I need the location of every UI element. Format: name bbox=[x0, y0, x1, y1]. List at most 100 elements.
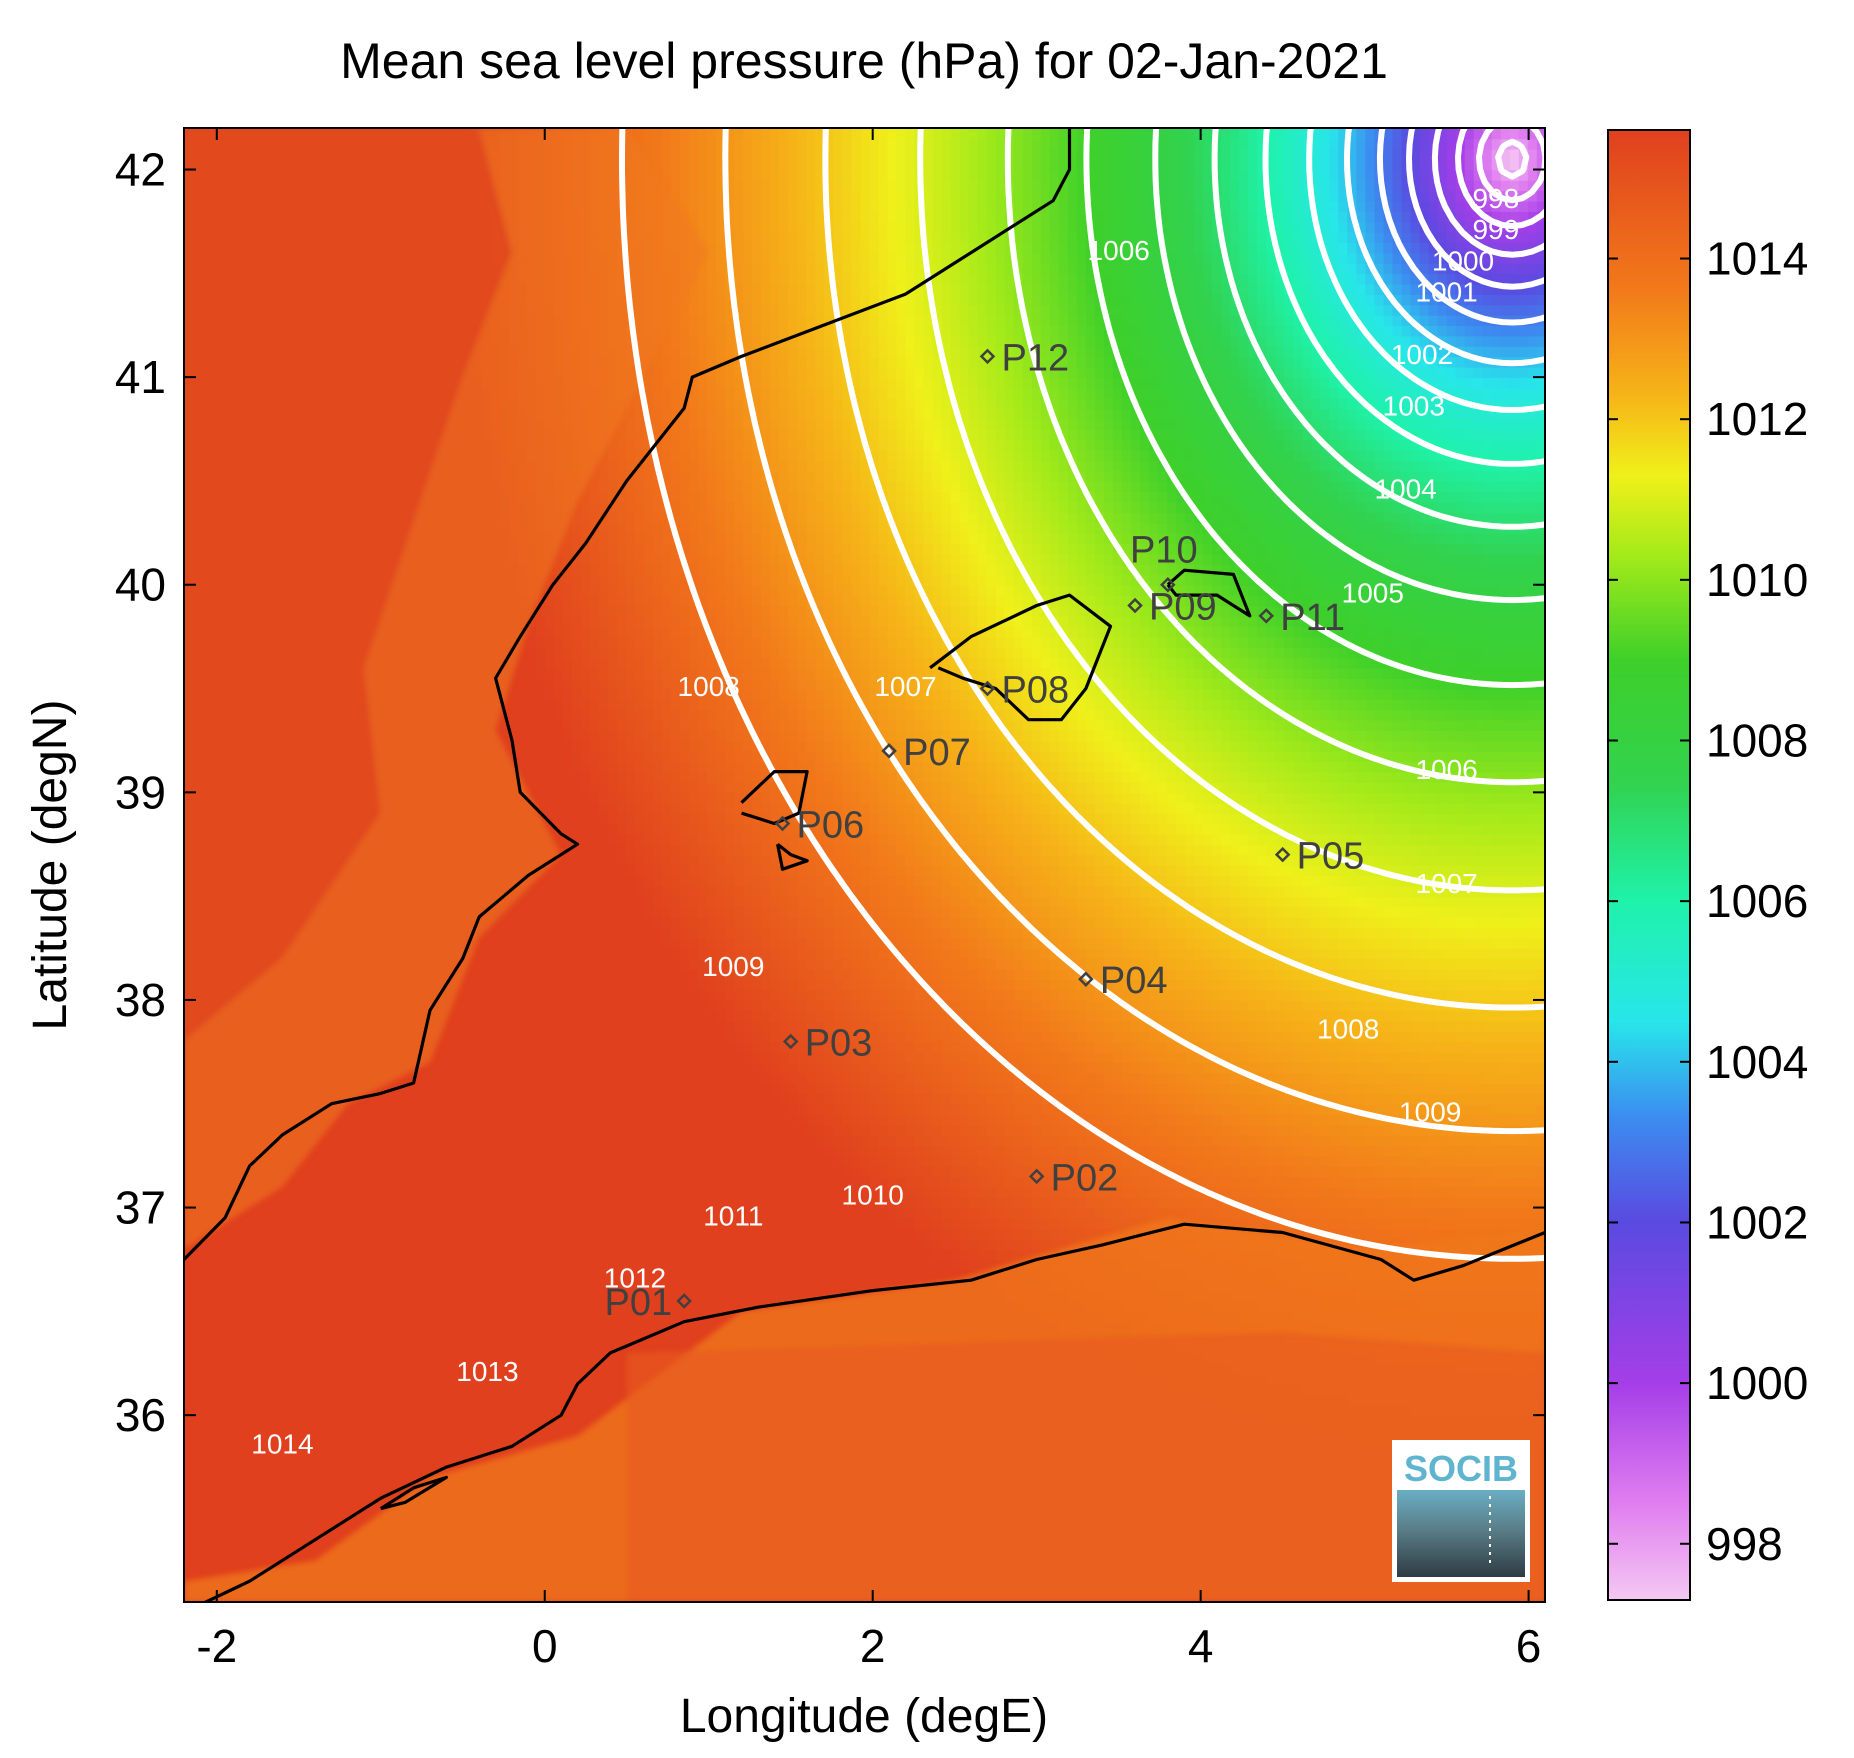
y-axis-label: Latitude (degN) bbox=[24, 700, 77, 1031]
isobar-label: 1007 bbox=[874, 671, 936, 702]
isobar-label: 1007 bbox=[1415, 868, 1477, 899]
colorbar: 998 1000 1002 1004 1006 1008 1010 1012 1014 bbox=[1607, 129, 1808, 1601]
station-p02: P02 bbox=[1028, 1157, 1119, 1199]
coastline-africa bbox=[202, 1222, 1545, 1602]
colorbar-tick-label: 1006 bbox=[1706, 875, 1808, 927]
x-tick-label: 4 bbox=[1188, 1620, 1214, 1672]
coastline-ibiza bbox=[740, 770, 809, 826]
colorbar-tick-label: 1004 bbox=[1706, 1036, 1808, 1088]
colorbar-tick-label: 1000 bbox=[1706, 1357, 1808, 1409]
coastline-iberia bbox=[184, 128, 1072, 1261]
isobar-label: 998 bbox=[1472, 183, 1519, 214]
station-label: P07 bbox=[903, 732, 971, 774]
isobar-label: 1003 bbox=[1383, 391, 1445, 422]
station-p10: P10 bbox=[1130, 530, 1198, 593]
isobar-label: 1013 bbox=[456, 1356, 518, 1387]
station-marker bbox=[1274, 846, 1291, 863]
isobar-label: 1008 bbox=[1317, 1013, 1379, 1044]
x-tick-label: 6 bbox=[1516, 1620, 1542, 1672]
isobar-999 bbox=[1476, 128, 1545, 204]
isobar-label: 1002 bbox=[1391, 339, 1453, 370]
socib-logo: SOCIB bbox=[1392, 1440, 1530, 1582]
isobars bbox=[619, 128, 1545, 1262]
isobar-label: 1000 bbox=[1432, 245, 1494, 276]
isobar-1012 bbox=[822, 128, 1545, 1011]
isobar-1008 bbox=[1152, 128, 1545, 604]
station-marker bbox=[1258, 608, 1275, 624]
y-tick-label: 42 bbox=[115, 144, 166, 196]
station-label: P12 bbox=[1001, 337, 1069, 379]
colorbar-tick-label: 1010 bbox=[1706, 554, 1808, 606]
isobar-1013 bbox=[722, 128, 1545, 1135]
station-label: P06 bbox=[797, 804, 865, 846]
station-marker bbox=[1078, 971, 1094, 987]
isobar-label: 1004 bbox=[1374, 474, 1436, 505]
x-axis: -2 0 2 4 6 bbox=[196, 128, 1541, 1672]
isobar-1005 bbox=[1306, 128, 1545, 413]
station-label: P10 bbox=[1130, 530, 1198, 572]
station-marker bbox=[881, 743, 897, 759]
station-p01: P01 bbox=[605, 1282, 692, 1324]
station-p03: P03 bbox=[782, 1022, 873, 1064]
isobar-1006 bbox=[1262, 128, 1545, 467]
isobar-1014 bbox=[619, 128, 1545, 1262]
station-label: P03 bbox=[805, 1022, 873, 1064]
station-label: P01 bbox=[605, 1282, 673, 1324]
station-marker bbox=[979, 348, 996, 365]
station-p07: P07 bbox=[881, 732, 971, 774]
isobar-label: 1006 bbox=[1088, 235, 1150, 266]
station-label: P04 bbox=[1100, 960, 1168, 1002]
isobar-1004 bbox=[1344, 128, 1545, 367]
isobar-label: 1008 bbox=[678, 671, 740, 702]
coastline-formentera bbox=[776, 842, 809, 871]
isobar-1007 bbox=[1211, 128, 1545, 530]
isobar-label: 999 bbox=[1472, 214, 1519, 245]
x-tick-label: -2 bbox=[196, 1620, 237, 1672]
plot-frame bbox=[183, 127, 1546, 1603]
y-tick-label: 40 bbox=[115, 559, 166, 611]
isobar-label: 1014 bbox=[251, 1429, 313, 1460]
y-tick-label: 41 bbox=[115, 351, 166, 403]
isobar-label: 1005 bbox=[1342, 577, 1404, 608]
stations: P01 P02 P03 P04 P05 P06 P07 P08 P09 P10 P11 P12 bbox=[605, 337, 1365, 1324]
isobar-label: 1009 bbox=[702, 951, 764, 982]
station-p05: P05 bbox=[1274, 836, 1365, 878]
station-p08: P08 bbox=[979, 670, 1069, 712]
isobar-998 bbox=[1495, 138, 1530, 180]
station-label: P02 bbox=[1051, 1157, 1119, 1199]
coastline bbox=[184, 128, 1545, 1602]
station-p12: P12 bbox=[979, 337, 1069, 379]
isobar-label: 1010 bbox=[842, 1180, 904, 1211]
station-p11: P11 bbox=[1258, 597, 1345, 639]
colorbar-tick-label: 998 bbox=[1706, 1518, 1783, 1570]
isobar-label: 1009 bbox=[1399, 1096, 1461, 1127]
colorbar-tick-label: 1008 bbox=[1706, 714, 1808, 766]
x-axis-label: Longitude (degE) bbox=[680, 1690, 1048, 1743]
station-marker bbox=[1160, 576, 1176, 593]
station-marker bbox=[979, 680, 996, 697]
station-marker bbox=[774, 815, 791, 832]
isobar-label: 1011 bbox=[703, 1200, 763, 1231]
x-tick-label: 0 bbox=[532, 1620, 558, 1672]
chart-title: Mean sea level pressure (hPa) for 02-Jan… bbox=[340, 33, 1388, 89]
isobar-1011 bbox=[917, 128, 1545, 894]
y-tick-label: 39 bbox=[115, 766, 166, 818]
station-label: P05 bbox=[1297, 836, 1365, 878]
colorbar-tick-label: 1012 bbox=[1706, 393, 1808, 445]
isobar-1002 bbox=[1406, 128, 1545, 290]
isobar-label: 1012 bbox=[604, 1263, 666, 1294]
y-tick-label: 38 bbox=[115, 974, 166, 1026]
isobar-label: 1001 bbox=[1415, 276, 1477, 307]
colorbar-tick-label: 1014 bbox=[1706, 233, 1808, 285]
station-p09: P09 bbox=[1127, 586, 1217, 628]
isobar-1009 bbox=[1083, 128, 1545, 689]
station-p04: P04 bbox=[1078, 960, 1168, 1002]
logo-text: SOCIB bbox=[1404, 1448, 1518, 1489]
y-tick-label: 36 bbox=[115, 1389, 166, 1441]
isobar-label: 1006 bbox=[1415, 754, 1477, 785]
station-label: P08 bbox=[1001, 670, 1069, 712]
isobar-1000 bbox=[1455, 128, 1545, 230]
y-tick-label: 37 bbox=[115, 1182, 166, 1234]
